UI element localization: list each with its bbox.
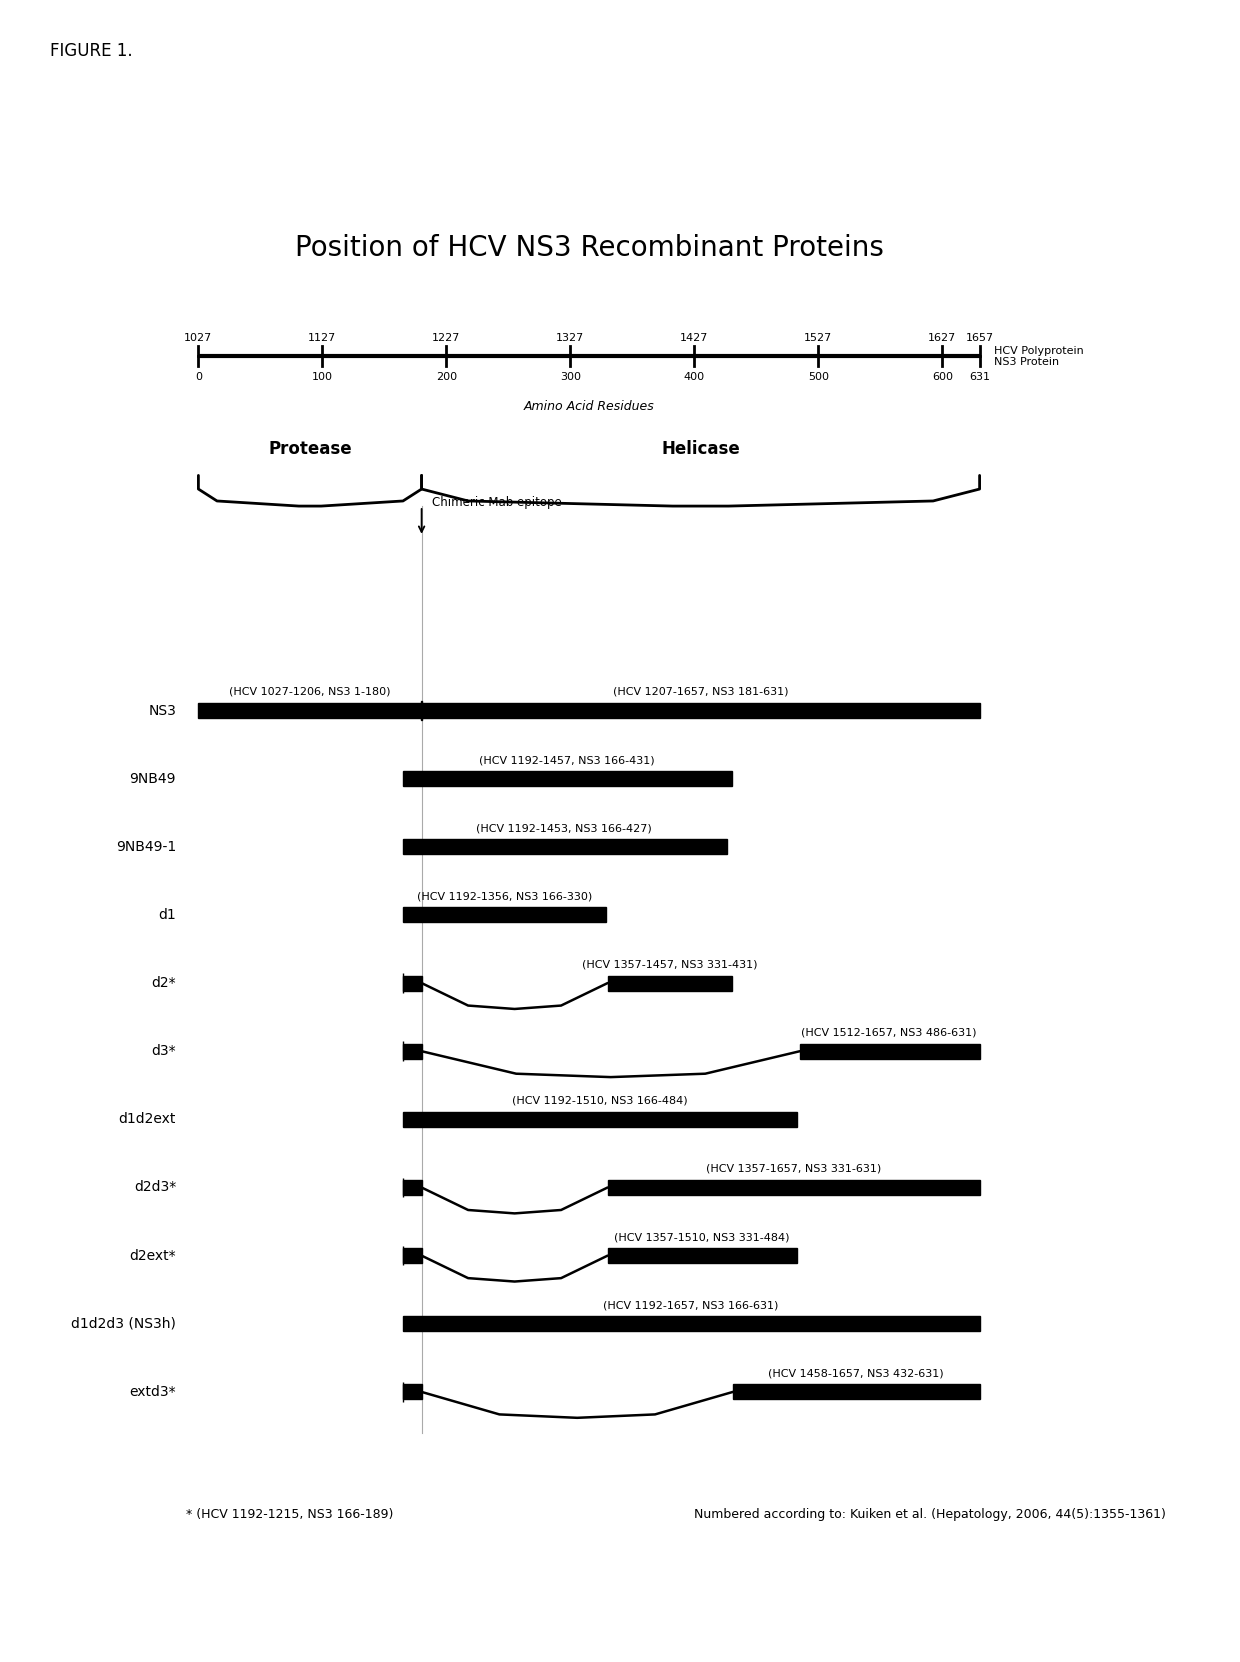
Text: d2*: d2* [151, 976, 176, 991]
Bar [403, 1248, 422, 1263]
Bar [733, 1384, 980, 1399]
Text: (HCV 1357-1657, NS3 331-631): (HCV 1357-1657, NS3 331-631) [706, 1163, 882, 1173]
Text: 300: 300 [560, 372, 580, 382]
Text: (HCV 1192-1453, NS3 166-427): (HCV 1192-1453, NS3 166-427) [476, 823, 652, 833]
Text: 200: 200 [435, 372, 458, 382]
Text: 1527: 1527 [805, 332, 832, 342]
Text: 9NB49-1: 9NB49-1 [115, 839, 176, 854]
Text: d1d2d3 (NS3h): d1d2d3 (NS3h) [71, 1316, 176, 1331]
Bar [403, 1044, 422, 1059]
Text: 1427: 1427 [681, 332, 708, 342]
Text: 400: 400 [683, 372, 706, 382]
Bar [608, 976, 732, 991]
Text: (HCV 1192-1356, NS3 166-330): (HCV 1192-1356, NS3 166-330) [417, 891, 593, 901]
Text: Position of HCV NS3 Recombinant Proteins: Position of HCV NS3 Recombinant Proteins [295, 234, 883, 261]
Text: Protease: Protease [268, 440, 352, 459]
Text: 1627: 1627 [929, 332, 956, 342]
Text: Chimeric Mab epitope: Chimeric Mab epitope [432, 497, 562, 509]
Text: (HCV 1192-1657, NS3 166-631): (HCV 1192-1657, NS3 166-631) [603, 1300, 779, 1310]
Text: extd3*: extd3* [129, 1384, 176, 1399]
Text: (HCV 1458-1657, NS3 432-631): (HCV 1458-1657, NS3 432-631) [768, 1368, 944, 1378]
Text: 1657: 1657 [966, 332, 993, 342]
Text: (HCV 1207-1657, NS3 181-631): (HCV 1207-1657, NS3 181-631) [613, 686, 789, 696]
Text: 1327: 1327 [557, 332, 584, 342]
Text: (HCV 1512-1657, NS3 486-631): (HCV 1512-1657, NS3 486-631) [801, 1027, 977, 1037]
Text: 100: 100 [312, 372, 332, 382]
Text: 1127: 1127 [309, 332, 336, 342]
Bar [403, 1112, 797, 1127]
Bar [403, 907, 606, 922]
Text: 0: 0 [195, 372, 202, 382]
Text: 9NB49: 9NB49 [130, 771, 176, 786]
Bar [403, 839, 727, 854]
Text: (HCV 1192-1457, NS3 166-431): (HCV 1192-1457, NS3 166-431) [479, 755, 655, 765]
Bar [403, 1316, 980, 1331]
Text: d3*: d3* [151, 1044, 176, 1059]
Text: d1d2ext: d1d2ext [119, 1112, 176, 1127]
Text: d2d3*: d2d3* [134, 1180, 176, 1195]
Text: NS3: NS3 [149, 703, 176, 718]
Text: NS3 Protein: NS3 Protein [994, 357, 1060, 367]
Text: Numbered according to: Kuiken et al. (Hepatology, 2006, 44(5):1355-1361): Numbered according to: Kuiken et al. (He… [694, 1507, 1167, 1521]
Text: FIGURE 1.: FIGURE 1. [50, 42, 133, 60]
Text: 631: 631 [970, 372, 990, 382]
Text: (HCV 1027-1206, NS3 1-180): (HCV 1027-1206, NS3 1-180) [229, 686, 391, 696]
Bar [403, 976, 422, 991]
Text: Helicase: Helicase [661, 440, 740, 459]
Bar [608, 1180, 980, 1195]
Text: (HCV 1192-1510, NS3 166-484): (HCV 1192-1510, NS3 166-484) [512, 1095, 688, 1105]
Text: 1027: 1027 [185, 332, 212, 342]
Text: HCV Polyprotein: HCV Polyprotein [994, 346, 1084, 356]
Bar [198, 703, 980, 718]
Text: 600: 600 [932, 372, 952, 382]
Text: Amino Acid Residues: Amino Acid Residues [523, 401, 655, 414]
Text: d1: d1 [159, 907, 176, 922]
Text: (HCV 1357-1510, NS3 331-484): (HCV 1357-1510, NS3 331-484) [614, 1232, 790, 1242]
Text: (HCV 1357-1457, NS3 331-431): (HCV 1357-1457, NS3 331-431) [582, 959, 758, 969]
Bar [403, 1384, 422, 1399]
Text: * (HCV 1192-1215, NS3 166-189): * (HCV 1192-1215, NS3 166-189) [186, 1507, 393, 1521]
Bar [403, 1180, 422, 1195]
Text: 500: 500 [808, 372, 828, 382]
Text: 1227: 1227 [433, 332, 460, 342]
Bar [800, 1044, 980, 1059]
Bar [403, 771, 732, 786]
Bar [608, 1248, 797, 1263]
Text: d2ext*: d2ext* [129, 1248, 176, 1263]
